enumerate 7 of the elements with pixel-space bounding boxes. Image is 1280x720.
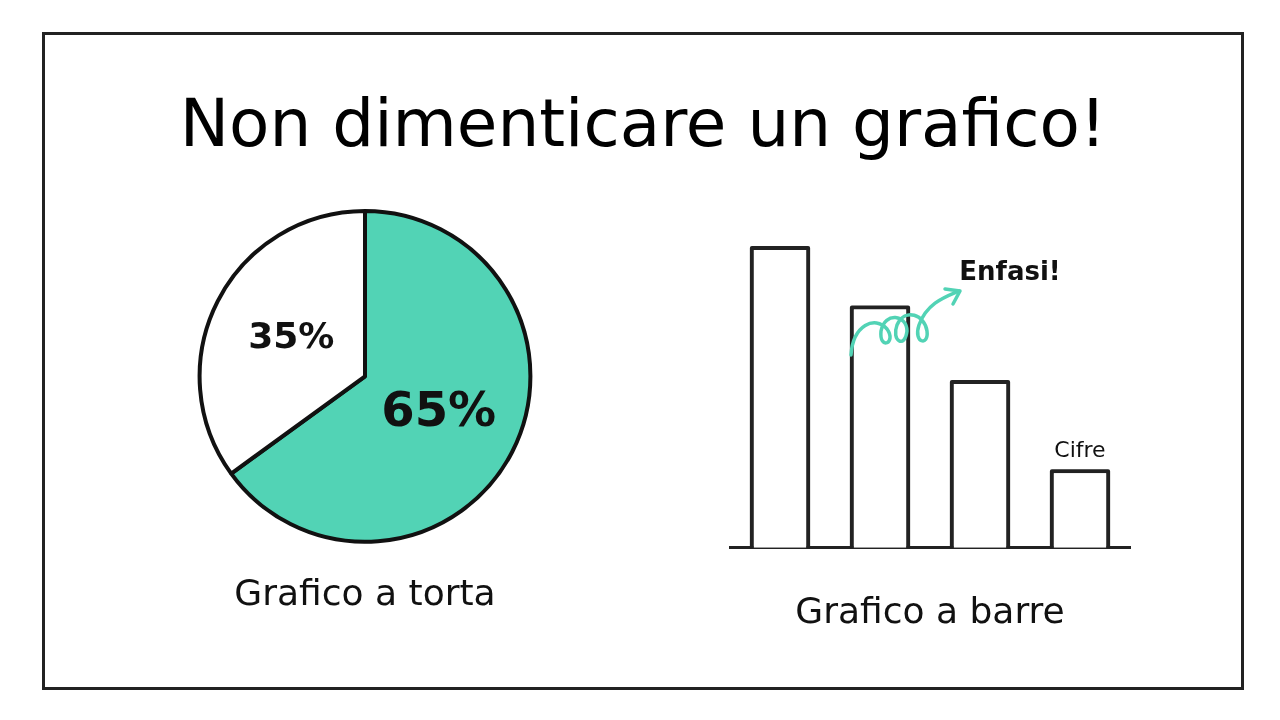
annotation: Cifre <box>1054 437 1106 463</box>
text: Grafico a torta <box>234 571 496 613</box>
text: Grafico a barre <box>795 589 1065 631</box>
annotation: Enfasi! <box>959 256 1061 286</box>
text: Non dimenticare un grafico! <box>178 85 1108 162</box>
data-label: 35% <box>248 315 335 357</box>
data-label: 65% <box>381 381 497 438</box>
